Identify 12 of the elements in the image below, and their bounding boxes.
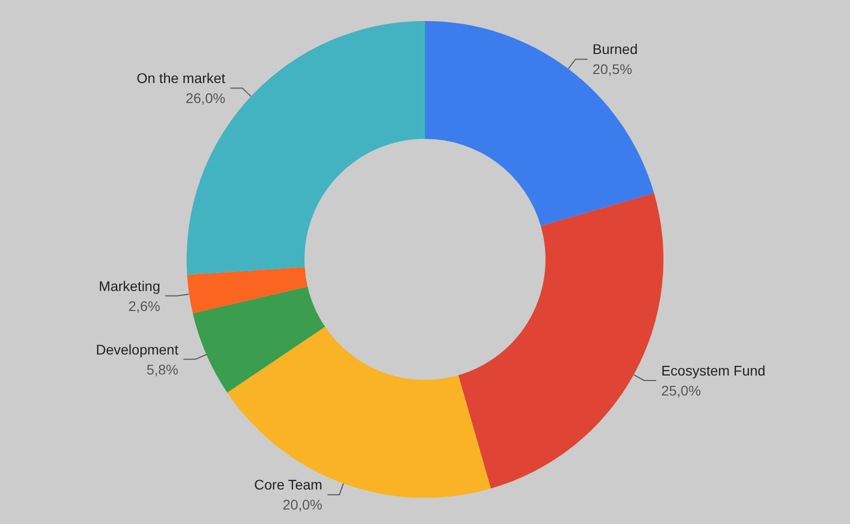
slice-label: Development	[96, 341, 178, 358]
slice-label: Ecosystem Fund	[661, 362, 766, 378]
data-label: 5,8%	[146, 361, 178, 378]
slice-label: On the market	[136, 70, 226, 86]
slice-label: Burned	[592, 41, 638, 58]
slice-label: Core Team	[254, 476, 322, 493]
data-label: 26,0%	[186, 90, 226, 106]
data-label: 20,0%	[282, 496, 322, 513]
data-label: 2,6%	[128, 298, 160, 314]
slice-label: Marketing	[98, 278, 160, 294]
data-label: 25,0%	[661, 382, 701, 398]
data-label: 20,5%	[592, 61, 632, 78]
